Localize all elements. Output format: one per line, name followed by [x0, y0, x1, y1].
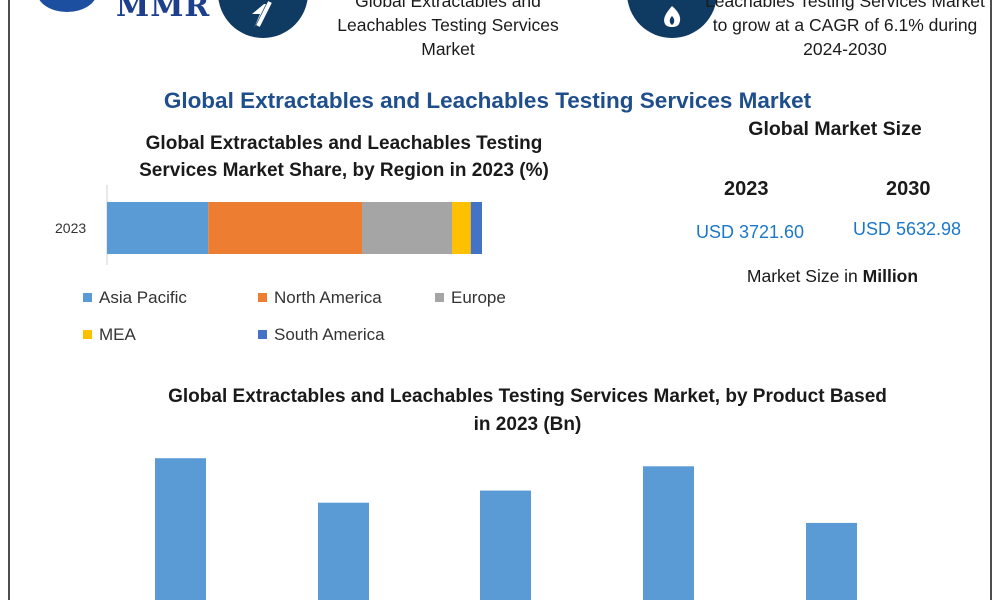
legend-swatch [258, 293, 267, 302]
header-item-2-text: Leachables Testing Services Market to gr… [705, 0, 985, 59]
market-size-title: Global Market Size [748, 118, 922, 140]
product-bar-4 [643, 466, 694, 600]
market-size-year-a: 2023 [724, 178, 769, 200]
product-bar-1 [155, 458, 206, 600]
header-icon-badge [218, 0, 308, 38]
flame-icon [664, 6, 681, 27]
legend-label: Europe [451, 288, 506, 307]
market-size-value-a: USD 3721.60 [696, 222, 805, 242]
region-chart-title: Global Extractables and Leachables Testi… [139, 133, 549, 181]
legend-label: Asia Pacific [99, 288, 187, 307]
region-bar-segment-europe [362, 202, 452, 254]
legend-item-north-america: North America [258, 288, 382, 308]
region-bar-segment-north-america [208, 202, 362, 254]
legend-item-south-america: South America [258, 325, 385, 345]
product-bar-3 [480, 490, 531, 600]
logo-text: MMR [116, 0, 211, 24]
region-bar-segment-asia-pacific [107, 202, 209, 254]
product-bar-5 [806, 522, 857, 600]
lightning-bolt-icon [252, 1, 272, 28]
market-size-year-b: 2030 [886, 178, 931, 200]
header-item-1-text: Global Extractables and Leachables Testi… [337, 0, 559, 59]
legend-item-asia-pacific: Asia Pacific [83, 288, 187, 308]
page-frame [8, 0, 992, 600]
market-size-note-prefix: Market Size in [746, 266, 863, 286]
mmr-logo: MMR [18, 0, 209, 22]
product-chart-title: Global Extractables and Leachables Testi… [168, 386, 887, 435]
globe-icon [39, 0, 95, 12]
header-icon-badge [627, 0, 717, 38]
legend-label: MEA [99, 325, 136, 344]
legend-swatch [435, 293, 444, 302]
product-bar-2 [318, 502, 369, 600]
legend-item-europe: Europe [435, 288, 506, 308]
product-bar-chart [155, 458, 857, 600]
region-share-chart: 2023 [55, 185, 482, 265]
region-bar-segment-south-america [470, 202, 482, 254]
legend-swatch [83, 330, 92, 339]
legend-label: South America [274, 325, 385, 344]
market-size-note-unit: Million [862, 266, 919, 286]
market-size-note: Market Size in Million [700, 266, 965, 287]
region-bar-segment-mea [452, 202, 471, 254]
legend-swatch [258, 330, 267, 339]
region-chart-category-label: 2023 [55, 220, 86, 236]
market-size-value-b: USD 5632.98 [853, 219, 962, 239]
legend-item-mea: MEA [83, 325, 136, 345]
legend-swatch [83, 293, 92, 302]
legend-label: North America [274, 288, 382, 307]
main-title: Global Extractables and Leachables Testi… [163, 88, 812, 113]
